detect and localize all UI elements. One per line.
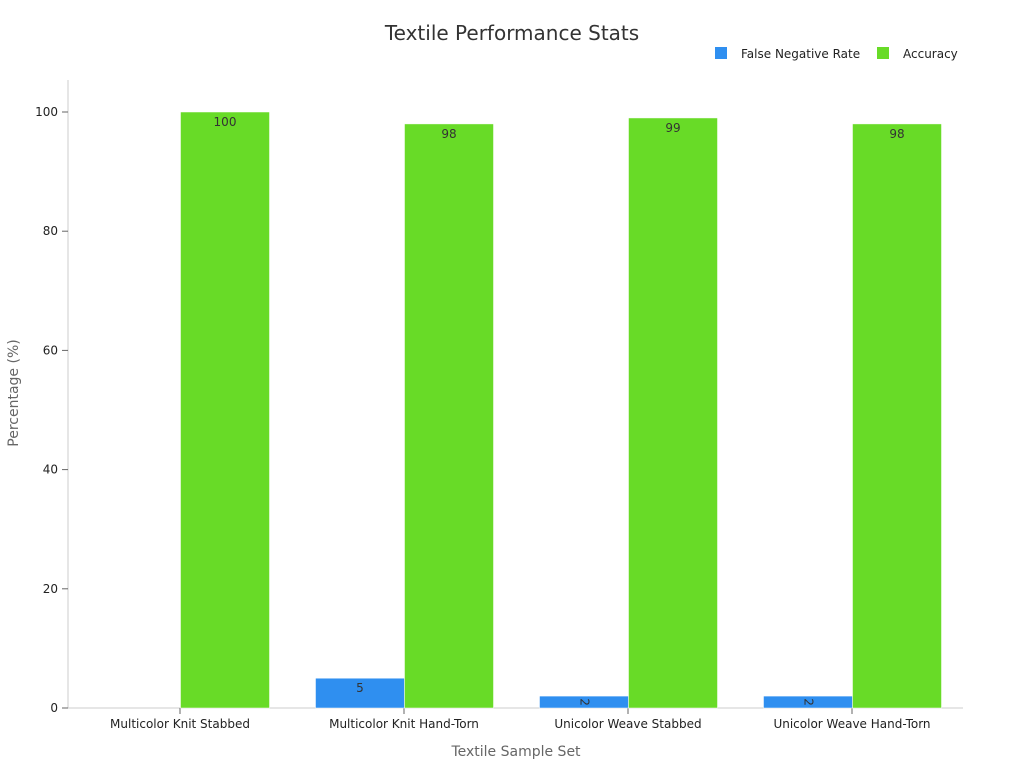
y-tick-label: 0 — [50, 701, 58, 715]
legend-swatch — [877, 47, 889, 59]
bar-accuracy — [404, 123, 494, 709]
x-axis-ticks: Multicolor Knit Stabbed Multicolor Knit H… — [110, 708, 931, 731]
bar-series — [180, 111, 942, 709]
data-label: 99 — [665, 121, 680, 135]
chart-title: Textile Performance Stats — [384, 21, 639, 45]
data-label: 2 — [578, 698, 592, 706]
legend-label: Accuracy — [903, 47, 958, 61]
bar-accuracy — [628, 117, 718, 709]
y-tick-label: 80 — [43, 224, 58, 238]
x-tick-label: Multicolor Knit Hand-Torn — [329, 717, 479, 731]
data-label: 98 — [441, 127, 456, 141]
data-label: 100 — [214, 115, 237, 129]
data-label: 5 — [356, 681, 364, 695]
x-tick-label: Multicolor Knit Stabbed — [110, 717, 250, 731]
data-labels: 5 2 2 100 98 99 98 — [214, 115, 905, 706]
bar-false-negative-rate — [315, 677, 405, 709]
x-axis-title: Textile Sample Set — [450, 744, 581, 760]
y-tick-label: 40 — [43, 463, 58, 477]
legend: False Negative Rate Accuracy — [715, 47, 958, 61]
data-label: 98 — [889, 127, 904, 141]
bar-accuracy — [852, 123, 942, 709]
legend-swatch — [715, 47, 727, 59]
y-axis-title: Percentage (%) — [6, 339, 22, 446]
y-tick-label: 60 — [43, 343, 58, 357]
legend-label: False Negative Rate — [741, 47, 860, 61]
data-label: 2 — [802, 698, 816, 706]
bar-accuracy — [180, 111, 270, 709]
y-tick-label: 20 — [43, 582, 58, 596]
y-tick-label: 100 — [35, 105, 58, 119]
x-tick-label: Unicolor Weave Hand-Torn — [773, 717, 930, 731]
x-tick-label: Unicolor Weave Stabbed — [554, 717, 701, 731]
y-axis-ticks: 0 20 40 60 80 100 — [35, 105, 68, 715]
